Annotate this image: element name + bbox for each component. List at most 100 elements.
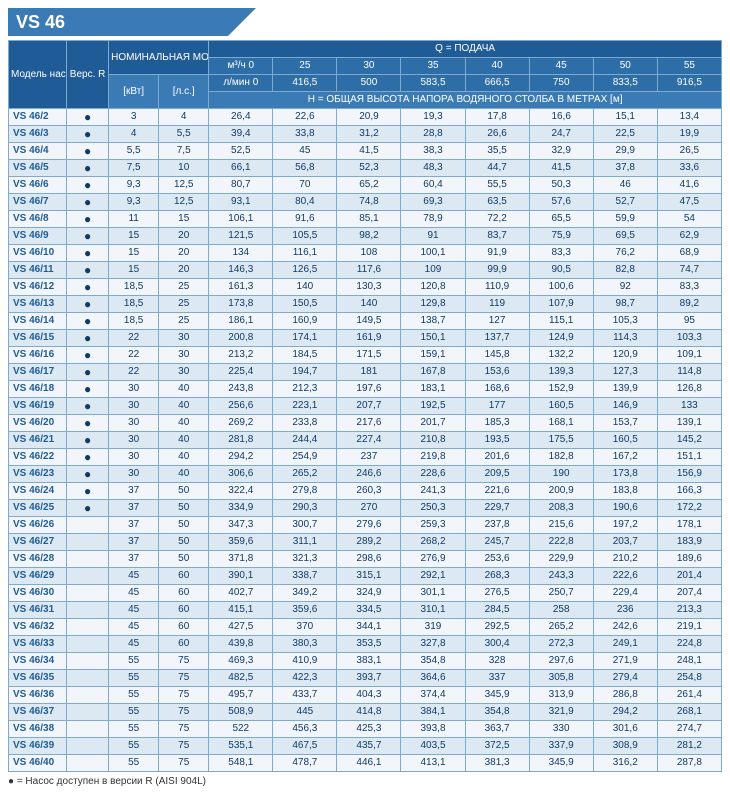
cell-model: VS 46/2 xyxy=(9,109,67,126)
cell-value: 65,2 xyxy=(337,177,401,194)
cell-value: 65,5 xyxy=(529,211,593,228)
cell-value: 439,8 xyxy=(209,636,273,653)
cell-hp: 25 xyxy=(159,279,209,296)
cell-value: 359,6 xyxy=(209,534,273,551)
cell-value: 33,8 xyxy=(273,126,337,143)
cell-value: 31,2 xyxy=(337,126,401,143)
cell-value: 117,6 xyxy=(337,262,401,279)
cell-value: 224,8 xyxy=(657,636,721,653)
cell-hp: 7,5 xyxy=(159,143,209,160)
cell-value: 103,3 xyxy=(657,330,721,347)
col-kw: [кВт] xyxy=(109,75,159,109)
cell-value: 478,7 xyxy=(273,755,337,772)
cell-value: 508,9 xyxy=(209,704,273,721)
cell-value: 327,8 xyxy=(401,636,465,653)
cell-value: 127 xyxy=(465,313,529,330)
table-row: VS 46/355575482,5422,3393,7364,6337305,8… xyxy=(9,670,722,687)
q-45: 45 xyxy=(529,58,593,75)
table-row: VS 46/3●45,539,433,831,228,826,624,722,5… xyxy=(9,126,722,143)
cell-value: 345,9 xyxy=(529,755,593,772)
table-row: VS 46/9●1520121,5105,598,29183,775,969,5… xyxy=(9,228,722,245)
cell-value: 353,5 xyxy=(337,636,401,653)
cell-value: 150,5 xyxy=(273,296,337,313)
table-row: VS 46/11●1520146,3126,5117,610999,990,58… xyxy=(9,262,722,279)
table-row: VS 46/8●1115106,191,685,178,972,265,559,… xyxy=(9,211,722,228)
cell-hp: 40 xyxy=(159,449,209,466)
cell-model: VS 46/14 xyxy=(9,313,67,330)
cell-value: 427,5 xyxy=(209,619,273,636)
cell-model: VS 46/18 xyxy=(9,381,67,398)
cell-value: 311,1 xyxy=(273,534,337,551)
cell-kw: 30 xyxy=(109,398,159,415)
cell-value: 445 xyxy=(273,704,337,721)
cell-value: 38,3 xyxy=(401,143,465,160)
cell-value: 328 xyxy=(465,653,529,670)
cell-value: 146,3 xyxy=(209,262,273,279)
cell-value: 50,3 xyxy=(529,177,593,194)
cell-kw: 22 xyxy=(109,364,159,381)
cell-hp: 20 xyxy=(159,228,209,245)
cell-value: 150,1 xyxy=(401,330,465,347)
pump-table: Модель насоса Верс. R НОМИНАЛЬНАЯ МОЩНОС… xyxy=(8,40,722,772)
cell-value: 246,6 xyxy=(337,466,401,483)
cell-kw: 37 xyxy=(109,534,159,551)
cell-version: ● xyxy=(67,466,109,483)
cell-value: 324,9 xyxy=(337,585,401,602)
cell-value: 363,7 xyxy=(465,721,529,738)
cell-value: 59,9 xyxy=(593,211,657,228)
cell-value: 310,1 xyxy=(401,602,465,619)
cell-value: 271,9 xyxy=(593,653,657,670)
table-row: VS 46/2●3426,422,620,919,317,816,615,113… xyxy=(9,109,722,126)
cell-hp: 50 xyxy=(159,483,209,500)
cell-version xyxy=(67,653,109,670)
cell-value: 74,7 xyxy=(657,262,721,279)
cell-value: 446,1 xyxy=(337,755,401,772)
cell-version: ● xyxy=(67,245,109,262)
cell-hp: 4 xyxy=(159,109,209,126)
cell-model: VS 46/15 xyxy=(9,330,67,347)
lmin-3: 666,5 xyxy=(465,75,529,92)
cell-value: 322,4 xyxy=(209,483,273,500)
cell-value: 145,8 xyxy=(465,347,529,364)
cell-hp: 60 xyxy=(159,636,209,653)
cell-value: 152,9 xyxy=(529,381,593,398)
cell-value: 300,4 xyxy=(465,636,529,653)
cell-value: 208,3 xyxy=(529,500,593,517)
cell-value: 279,6 xyxy=(337,517,401,534)
cell-value: 114,3 xyxy=(593,330,657,347)
cell-value: 413,1 xyxy=(401,755,465,772)
col-model: Модель насоса xyxy=(9,41,67,109)
cell-value: 13,4 xyxy=(657,109,721,126)
cell-value: 229,7 xyxy=(465,500,529,517)
cell-value: 229,9 xyxy=(529,551,593,568)
cell-value: 167,2 xyxy=(593,449,657,466)
cell-value: 279,4 xyxy=(593,670,657,687)
lmin-4: 750 xyxy=(529,75,593,92)
cell-value: 233,8 xyxy=(273,415,337,432)
cell-value: 75,9 xyxy=(529,228,593,245)
cell-value: 98,7 xyxy=(593,296,657,313)
col-power: НОМИНАЛЬНАЯ МОЩНОСТЬ xyxy=(109,41,209,75)
lmin-0: 416,5 xyxy=(273,75,337,92)
cell-value: 215,6 xyxy=(529,517,593,534)
cell-value: 321,9 xyxy=(529,704,593,721)
col-q: Q = ПОДАЧА xyxy=(209,41,722,58)
cell-version xyxy=(67,721,109,738)
cell-value: 337 xyxy=(465,670,529,687)
cell-value: 137,7 xyxy=(465,330,529,347)
lmin-1: 500 xyxy=(337,75,401,92)
cell-value: 171,5 xyxy=(337,347,401,364)
cell-value: 186,1 xyxy=(209,313,273,330)
cell-value: 124,9 xyxy=(529,330,593,347)
cell-value: 272,3 xyxy=(529,636,593,653)
cell-value: 100,6 xyxy=(529,279,593,296)
cell-version: ● xyxy=(67,500,109,517)
cell-value: 435,7 xyxy=(337,738,401,755)
cell-kw: 37 xyxy=(109,500,159,517)
cell-value: 236 xyxy=(593,602,657,619)
cell-value: 183,1 xyxy=(401,381,465,398)
cell-version: ● xyxy=(67,262,109,279)
cell-value: 90,5 xyxy=(529,262,593,279)
cell-hp: 75 xyxy=(159,738,209,755)
cell-model: VS 46/24 xyxy=(9,483,67,500)
